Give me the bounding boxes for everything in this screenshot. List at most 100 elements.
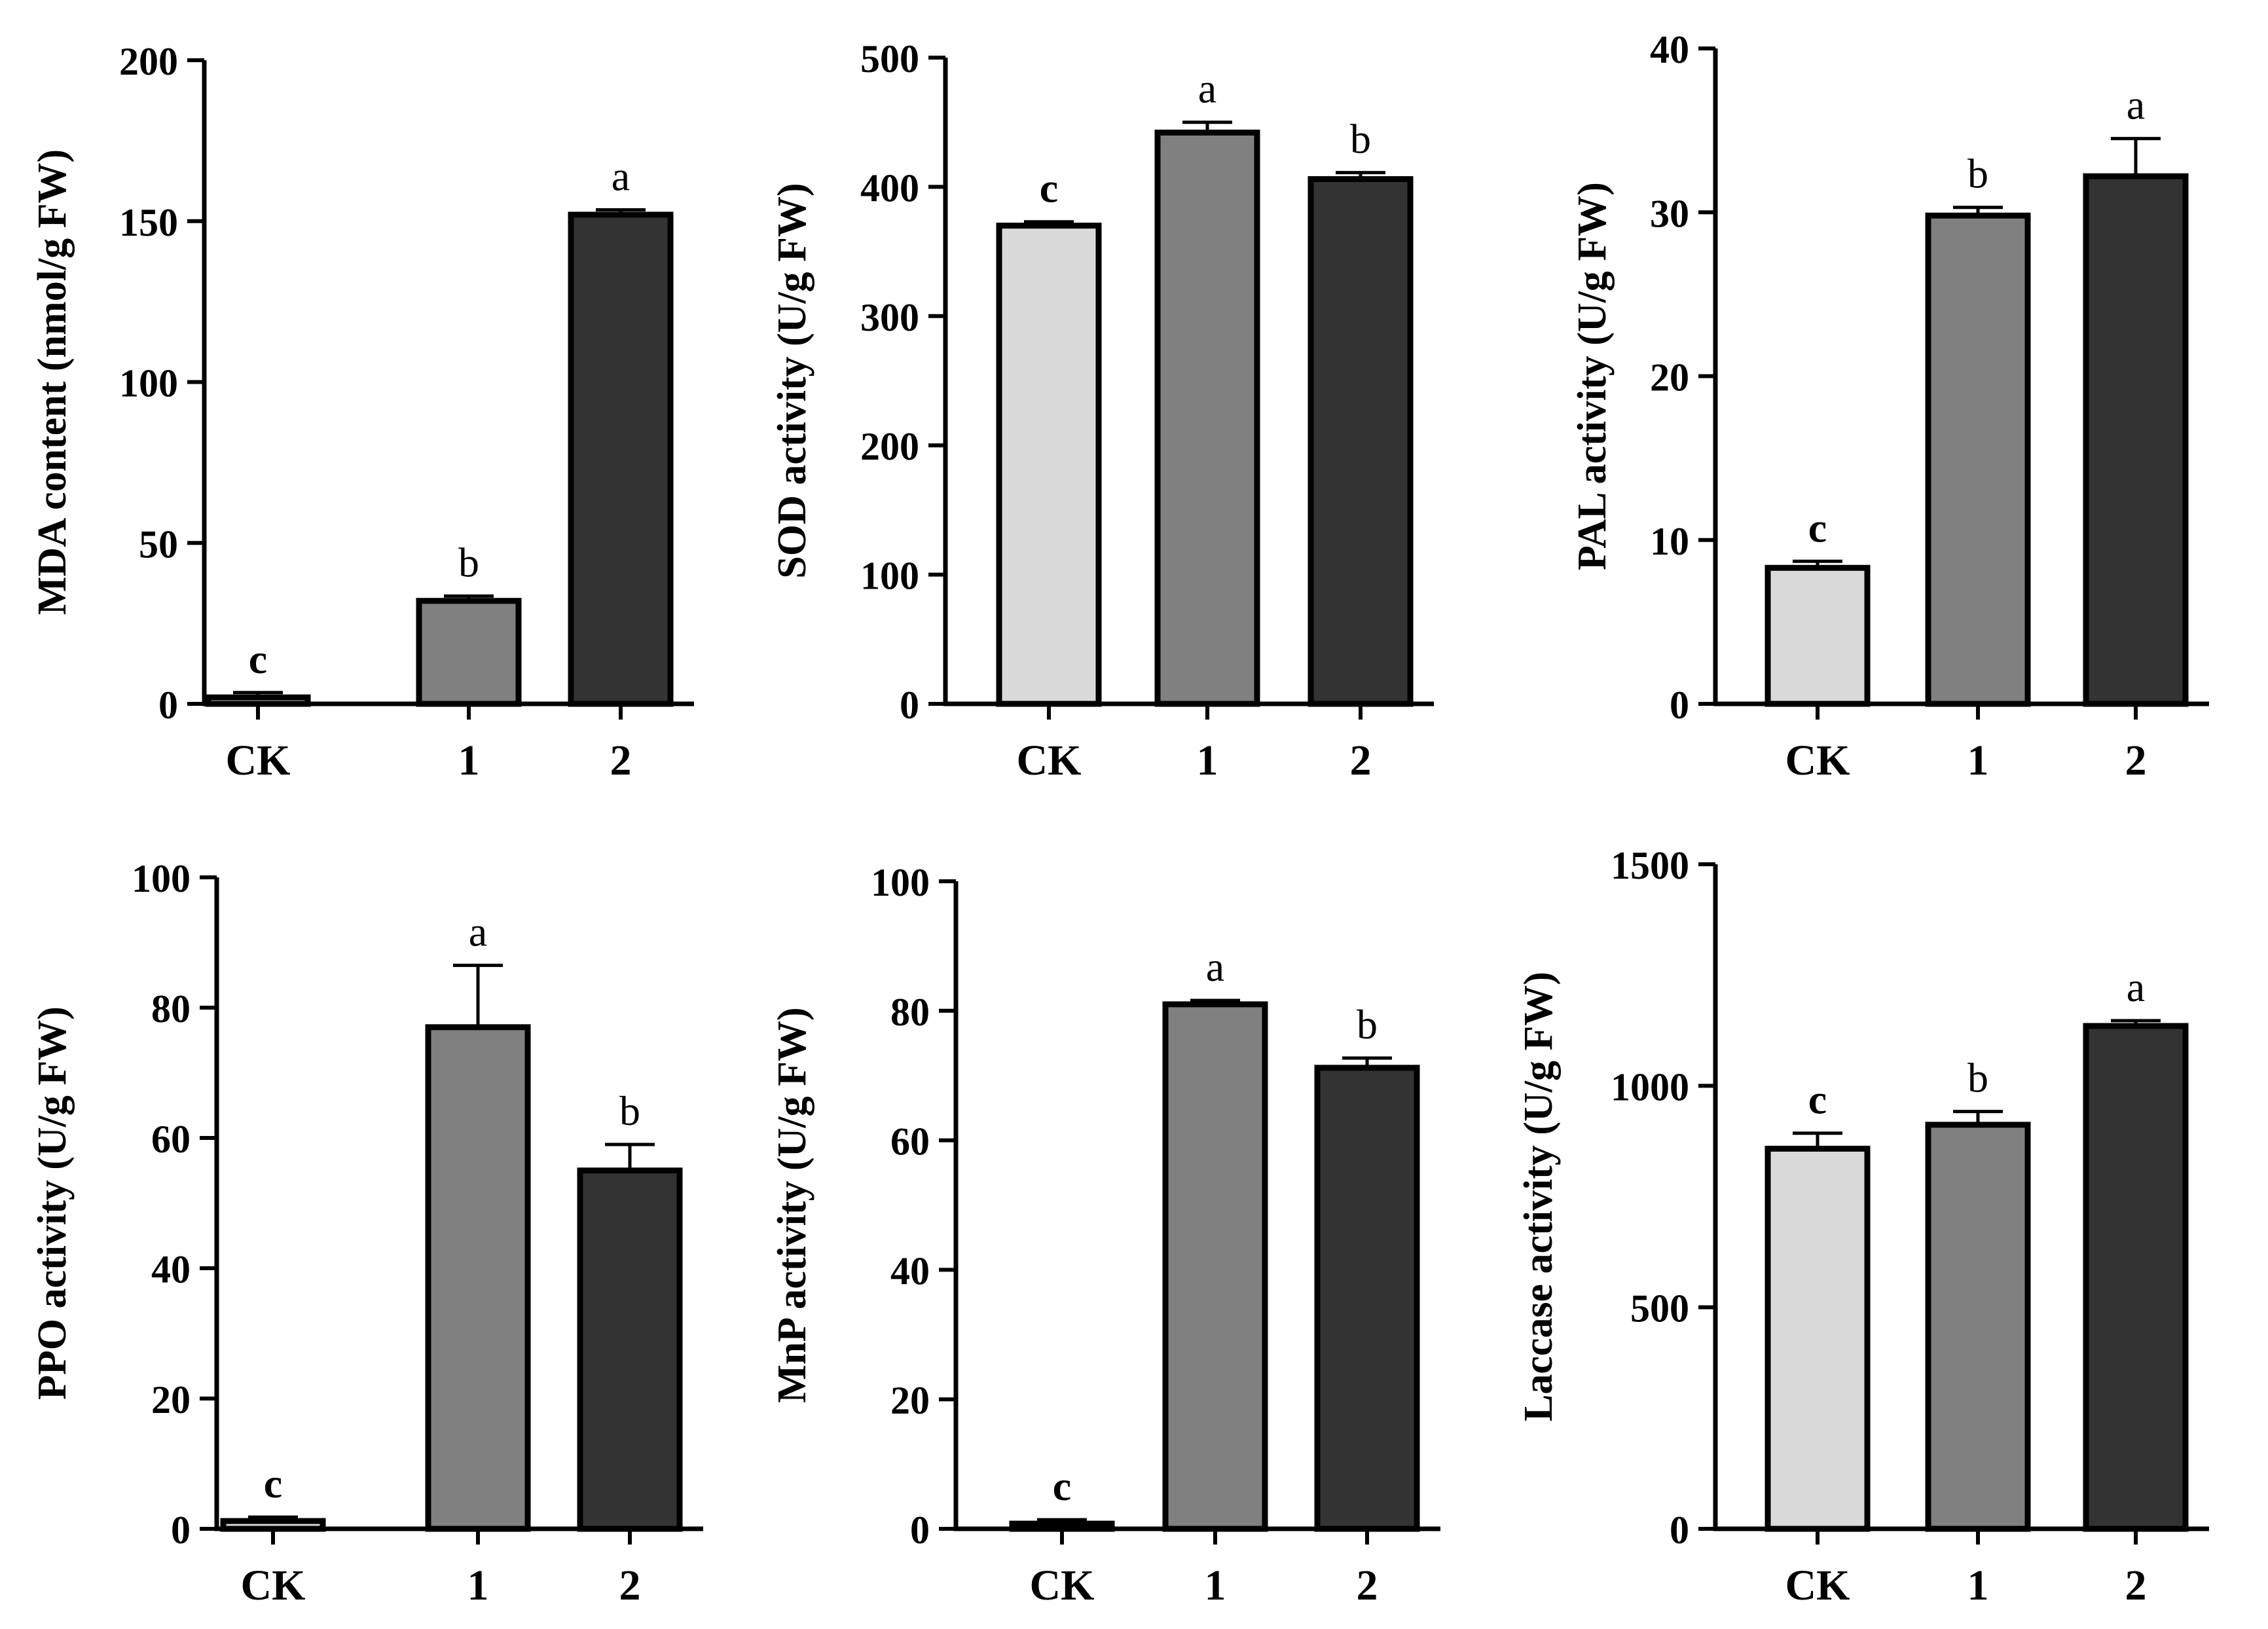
chart-3-error-bar-1 — [1953, 206, 2003, 216]
chart-4-error-bar-1 — [453, 963, 503, 1027]
chart-5-significance-1: a — [1206, 943, 1224, 990]
chart-4-y-tick-label-60: 60 — [151, 1118, 191, 1161]
chart-1-significance-CK: c — [249, 636, 267, 682]
chart-3-bar-CK — [1765, 564, 1871, 707]
chart-1-category-label-2: 2 — [610, 737, 632, 784]
chart-5-category-label-CK: CK — [1030, 1562, 1095, 1609]
chart-4-category-label-2: 2 — [619, 1562, 641, 1609]
chart-4-y-axis-title: PPO activity (U/g FW) — [30, 1006, 75, 1400]
chart-5-category-label-1: 1 — [1205, 1562, 1226, 1609]
chart-3-y-tick-label-20: 20 — [1650, 356, 1689, 399]
chart-3-y-tick-label-0: 0 — [1670, 684, 1689, 727]
chart-2-category-label-CK: CK — [1017, 737, 1082, 784]
chart-6-error-bar-CK — [1793, 1131, 1842, 1149]
chart-6-category-label-2: 2 — [2125, 1562, 2147, 1609]
chart-3-category-label-1: 1 — [1967, 737, 1989, 784]
chart-5-y-tick-label-60: 60 — [890, 1120, 930, 1163]
chart-1-error-bar-1 — [444, 594, 494, 601]
chart-1-significance-2: a — [612, 153, 630, 200]
chart-4-category-label-1: 1 — [467, 1562, 489, 1609]
chart-3-category-label-2: 2 — [2125, 737, 2147, 784]
chart-3-bar-2 — [2083, 173, 2189, 707]
chart-2-y-tick-label-200: 200 — [860, 425, 919, 468]
chart-3-y-tick-label-10: 10 — [1650, 520, 1689, 563]
chart-3-y-tick-label-40: 40 — [1650, 28, 1689, 71]
chart-4-significance-CK: c — [264, 1460, 282, 1507]
chart-5-y-tick-label-0: 0 — [910, 1509, 930, 1552]
chart-5-error-bar-CK — [1037, 1518, 1087, 1524]
chart-1-error-bar-2 — [596, 208, 646, 215]
chart-5-bar-1 — [1162, 1001, 1268, 1532]
chart-6-significance-2: a — [2127, 964, 2145, 1010]
chart-2-y-tick-label-400: 400 — [860, 166, 919, 210]
chart-4-y-tick-label-20: 20 — [151, 1378, 191, 1421]
chart-3-y-axis-title: PAL activity (U/g FW) — [1570, 182, 1615, 570]
chart-5-error-bar-2 — [1342, 1056, 1392, 1068]
chart-4-bar-1 — [425, 1024, 531, 1532]
chart-5-significance-2: b — [1357, 1001, 1378, 1048]
chart-1-y-tick-label-150: 150 — [119, 201, 178, 244]
chart-6-bar-2 — [2083, 1023, 2189, 1532]
chart-6-significance-1: b — [1967, 1055, 1988, 1101]
chart-2-category-label-2: 2 — [1350, 737, 1372, 784]
chart-1-category-label-CK: CK — [226, 737, 291, 784]
chart-5-y-tick-label-20: 20 — [890, 1379, 930, 1422]
chart-3-error-bar-2 — [2111, 137, 2161, 177]
chart-4-category-label-CK: CK — [241, 1562, 306, 1609]
chart-5-significance-CK: c — [1053, 1463, 1071, 1509]
chart-5-y-tick-label-100: 100 — [871, 861, 930, 904]
chart-4-y-tick-label-100: 100 — [132, 857, 191, 900]
chart-6-category-label-1: 1 — [1967, 1562, 1989, 1609]
chart-3-bar-1 — [1925, 212, 2031, 707]
chart-2-y-axis-title: SOD activity (U/g FW) — [770, 183, 814, 578]
chart-4-y-tick-label-40: 40 — [151, 1248, 191, 1291]
chart-1-y-tick-label-50: 50 — [139, 522, 178, 566]
chart-4-error-bar-2 — [605, 1143, 655, 1171]
chart-6-bar-1 — [1925, 1122, 2031, 1532]
chart-6-bar-CK — [1765, 1145, 1871, 1532]
chart-2-y-tick-label-100: 100 — [860, 555, 919, 598]
chart-3-category-label-CK: CK — [1785, 737, 1850, 784]
chart-4-significance-1: a — [469, 908, 487, 955]
chart-5-y-tick-label-80: 80 — [890, 991, 930, 1034]
chart-1-y-tick-label-100: 100 — [119, 362, 178, 405]
chart-1-bar-2 — [568, 211, 674, 707]
chart-3-y-tick-label-30: 30 — [1650, 192, 1689, 235]
chart-2-error-bar-1 — [1182, 120, 1232, 133]
chart-4-error-bar-CK — [248, 1515, 298, 1522]
chart-6-significance-CK: c — [1808, 1076, 1827, 1123]
chart-4-bar-2 — [577, 1167, 683, 1532]
chart-6-category-label-CK: CK — [1785, 1562, 1850, 1609]
chart-5-y-tick-label-40: 40 — [890, 1249, 930, 1292]
chart-1-y-tick-label-200: 200 — [119, 40, 178, 83]
chart-1-significance-1: b — [458, 539, 479, 585]
chart-6-y-tick-label-0: 0 — [1670, 1509, 1689, 1552]
chart-3-significance-2: a — [2127, 82, 2145, 128]
chart-1-y-tick-label-0: 0 — [158, 684, 178, 727]
chart-2-significance-CK: c — [1040, 165, 1058, 211]
chart-1-category-label-1: 1 — [458, 737, 480, 784]
chart-3-error-bar-CK — [1793, 559, 1842, 568]
chart-6: c CK b 1 a 2 0 500 1000 1500 Laccase activity (U/g… — [1516, 844, 2209, 1609]
chart-6-y-axis-title: Laccase activity (U/g FW) — [1516, 972, 1561, 1421]
chart-3-significance-CK: c — [1808, 504, 1827, 551]
chart-4-significance-2: b — [619, 1088, 640, 1134]
chart-4-y-tick-label-0: 0 — [171, 1509, 191, 1552]
chart-2-error-bar-2 — [1336, 171, 1385, 179]
chart-3-significance-1: b — [1967, 151, 1988, 197]
chart-1-error-bar-CK — [233, 691, 283, 698]
chart-1: c CK b 1 a 2 0 50 100 150 200 MDA content (nmol/g F… — [30, 40, 694, 784]
chart-6-error-bar-1 — [1953, 1110, 2003, 1125]
chart-2-category-label-1: 1 — [1197, 737, 1218, 784]
chart-6-y-tick-label-1500: 1500 — [1611, 844, 1689, 887]
chart-6-error-bar-2 — [2111, 1019, 2161, 1026]
chart-5-category-label-2: 2 — [1357, 1562, 1378, 1609]
chart-4-y-tick-label-80: 80 — [151, 987, 191, 1031]
chart-2-bar-CK — [996, 223, 1102, 707]
chart-2-y-tick-label-500: 500 — [860, 37, 919, 81]
chart-2: c CK a 1 b 2 0 100 200 300 400 500 SOD activity (U/g… — [770, 37, 1434, 784]
